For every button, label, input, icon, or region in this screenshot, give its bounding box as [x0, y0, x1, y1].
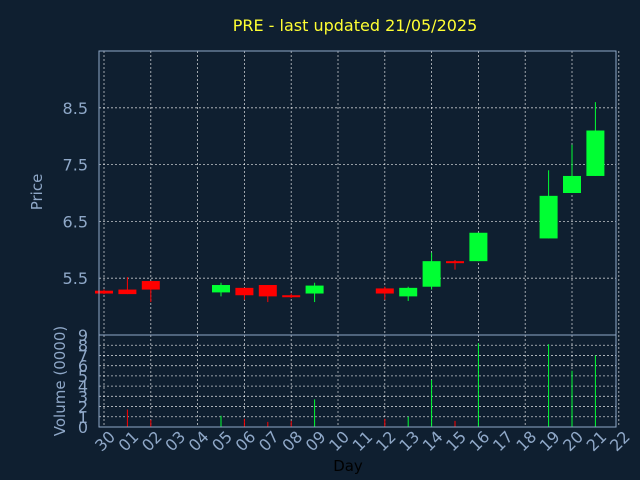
- candle-body: [305, 285, 324, 294]
- volume-tick-label: 8: [78, 336, 88, 355]
- volume-tick-label: 7: [78, 346, 88, 365]
- candle-body: [118, 289, 137, 295]
- candle-body: [399, 287, 418, 297]
- price-tick-label: 8.5: [63, 99, 88, 118]
- candle-body: [212, 285, 230, 293]
- x-tick-labels: 3001020304050607080910111213141516171819…: [91, 427, 634, 455]
- volume-tick-label: 5: [78, 367, 88, 386]
- volume-tick-label: 0: [78, 418, 88, 437]
- volume-bars: [126, 343, 596, 427]
- candle-body: [586, 130, 605, 176]
- candle-body: [375, 288, 394, 294]
- price-candles: [95, 102, 605, 303]
- candle-body: [563, 175, 581, 193]
- volume-tick-label: 1: [78, 408, 88, 427]
- price-axis-label: Price: [28, 174, 46, 211]
- volume-axis-label: Volume (0000): [51, 326, 69, 436]
- price-tick-label: 5.5: [63, 269, 88, 288]
- price-tick-label: 6.5: [63, 212, 88, 231]
- candle-body: [141, 281, 160, 290]
- volume-tick-label: 6: [78, 357, 88, 376]
- candle-body: [235, 287, 254, 296]
- chart-title: PRE - last updated 21/05/2025: [233, 16, 478, 35]
- candle-body: [282, 295, 301, 298]
- price-panel: 5.5 6.5 7.5 8.5 Price: [28, 50, 620, 336]
- candle-body: [422, 261, 441, 287]
- candle-body: [258, 285, 277, 297]
- x-axis-label: Day: [333, 457, 363, 475]
- volume-tick-label: 2: [78, 398, 88, 417]
- candle-body: [446, 261, 464, 264]
- candle-body: [539, 195, 558, 239]
- price-tick-labels: 5.5 6.5 7.5 8.5: [63, 99, 88, 288]
- candle-body: [469, 232, 488, 262]
- volume-tick-label: 9: [78, 326, 88, 345]
- volume-tick-label: 4: [78, 377, 88, 396]
- candle-body: [95, 290, 113, 294]
- volume-tick-label: 3: [78, 387, 88, 406]
- volume-plot-frame: [98, 334, 617, 428]
- price-tick-label: 7.5: [63, 156, 88, 175]
